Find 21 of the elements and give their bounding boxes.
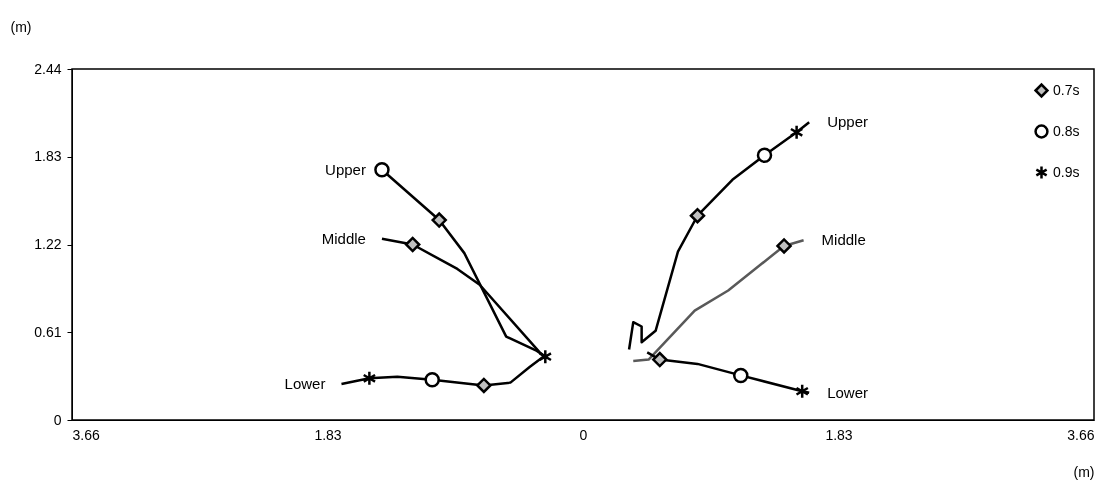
annotation: Lower xyxy=(284,375,326,393)
y-tick-label: 2.44 xyxy=(34,60,62,77)
annotation: Upper xyxy=(827,113,869,131)
legend-label: 0.8s xyxy=(1053,122,1080,139)
legend-label: 0.7s xyxy=(1053,81,1080,98)
y-tick-label: 0.61 xyxy=(34,323,62,340)
x-axis-title: (m) xyxy=(1073,463,1095,480)
x-tick-label: 1.83 xyxy=(825,426,853,443)
annotation: Upper xyxy=(325,160,366,178)
y-axis-title: (m) xyxy=(10,18,32,35)
y-tick-label: 1.22 xyxy=(34,236,62,252)
y-tick-label: 0 xyxy=(53,411,62,428)
y-tick-label: 1.83 xyxy=(34,148,62,165)
x-tick-label: 0 xyxy=(579,426,588,443)
x-tick-label: 3.66 xyxy=(1067,426,1095,443)
annotation: Middle xyxy=(321,229,366,247)
annotation: Lower xyxy=(827,383,869,401)
x-tick-label: 3.66 xyxy=(72,426,100,443)
x-tick-label: 1.83 xyxy=(314,426,342,443)
annotation: Middle xyxy=(821,231,866,249)
legend-label: 0.9s xyxy=(1053,163,1080,180)
